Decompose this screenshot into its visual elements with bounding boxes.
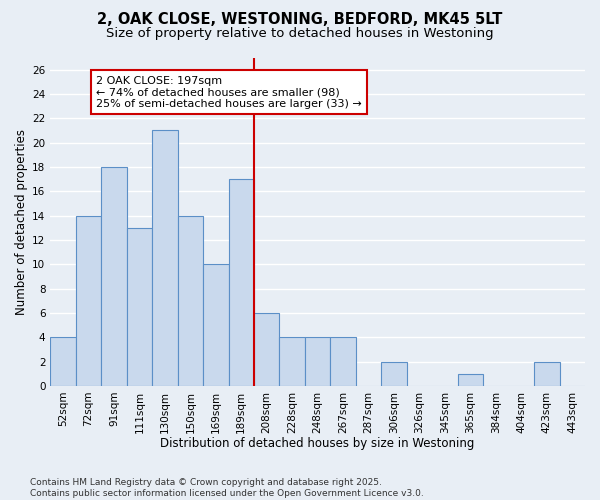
Text: Size of property relative to detached houses in Westoning: Size of property relative to detached ho…: [106, 28, 494, 40]
Bar: [152, 130, 178, 386]
Bar: [178, 216, 203, 386]
Text: 2, OAK CLOSE, WESTONING, BEDFORD, MK45 5LT: 2, OAK CLOSE, WESTONING, BEDFORD, MK45 5…: [97, 12, 503, 28]
Bar: [280, 337, 305, 386]
Y-axis label: Number of detached properties: Number of detached properties: [15, 128, 28, 314]
Bar: [381, 362, 407, 386]
Bar: [254, 313, 280, 386]
Bar: [331, 337, 356, 386]
Bar: [458, 374, 483, 386]
Bar: [229, 179, 254, 386]
Bar: [50, 337, 76, 386]
Bar: [101, 167, 127, 386]
Text: 2 OAK CLOSE: 197sqm
← 74% of detached houses are smaller (98)
25% of semi-detach: 2 OAK CLOSE: 197sqm ← 74% of detached ho…: [96, 76, 362, 109]
Bar: [76, 216, 101, 386]
Text: Contains HM Land Registry data © Crown copyright and database right 2025.
Contai: Contains HM Land Registry data © Crown c…: [30, 478, 424, 498]
Bar: [203, 264, 229, 386]
X-axis label: Distribution of detached houses by size in Westoning: Distribution of detached houses by size …: [160, 437, 475, 450]
Bar: [127, 228, 152, 386]
Bar: [305, 337, 331, 386]
Bar: [534, 362, 560, 386]
